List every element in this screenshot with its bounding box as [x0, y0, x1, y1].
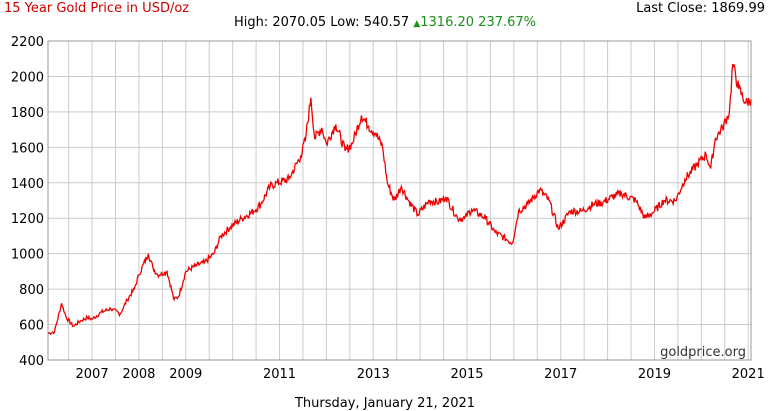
- change-percent: 237.67%: [478, 15, 537, 30]
- x-tick-label: 2008: [122, 367, 155, 382]
- change-value: 1316.20: [420, 15, 475, 30]
- x-axis: 2007 2008 2009 2011 2013 2015 2017 2019 2021: [76, 367, 765, 382]
- y-tick-label: 1000: [11, 248, 44, 263]
- y-tick-label: 800: [19, 283, 44, 298]
- watermark: goldprice.org: [660, 345, 746, 360]
- x-tick-label: 2021: [732, 367, 765, 382]
- x-tick-label: 2017: [544, 367, 577, 382]
- high-label: High:: [233, 15, 269, 30]
- last-close-label: Last Close:: [636, 1, 708, 16]
- plot-border: [47, 40, 752, 361]
- chart-title: 15 Year Gold Price in USD/oz: [4, 1, 190, 16]
- x-tick-label: 2009: [169, 367, 202, 382]
- last-close-value: 1869.99: [711, 1, 765, 16]
- low-label: Low:: [330, 15, 360, 30]
- y-tick-label: 1800: [11, 106, 44, 121]
- y-tick-label: 600: [19, 319, 44, 334]
- x-tick-label: 2015: [450, 367, 483, 382]
- y-tick-label: 1600: [11, 141, 44, 156]
- x-tick-label: 2019: [638, 367, 671, 382]
- y-tick-label: 1200: [11, 212, 44, 227]
- chart-grid: [48, 40, 751, 361]
- y-tick-label: 2200: [11, 35, 44, 50]
- y-axis: 400 600 800 1000 1200 1400 1600 1800 2000 2200: [11, 35, 44, 369]
- x-tick-label: 2013: [357, 367, 390, 382]
- y-tick-label: 400: [19, 354, 44, 369]
- y-tick-label: 1400: [11, 177, 44, 192]
- low-value: 540.57: [363, 15, 410, 30]
- triangle-up-icon: ▲: [413, 19, 421, 29]
- high-value: 2070.05: [272, 15, 327, 30]
- x-tick-label: 2011: [263, 367, 296, 382]
- price-stats: High: 2070.05 Low: 540.57 ▲1316.20 237.6…: [0, 15, 770, 30]
- y-tick-label: 2000: [11, 70, 44, 85]
- price-series-line: [47, 63, 752, 336]
- x-tick-label: 2007: [76, 367, 109, 382]
- last-close: Last Close: 1869.99: [636, 1, 765, 16]
- current-date: Thursday, January 21, 2021: [294, 396, 476, 411]
